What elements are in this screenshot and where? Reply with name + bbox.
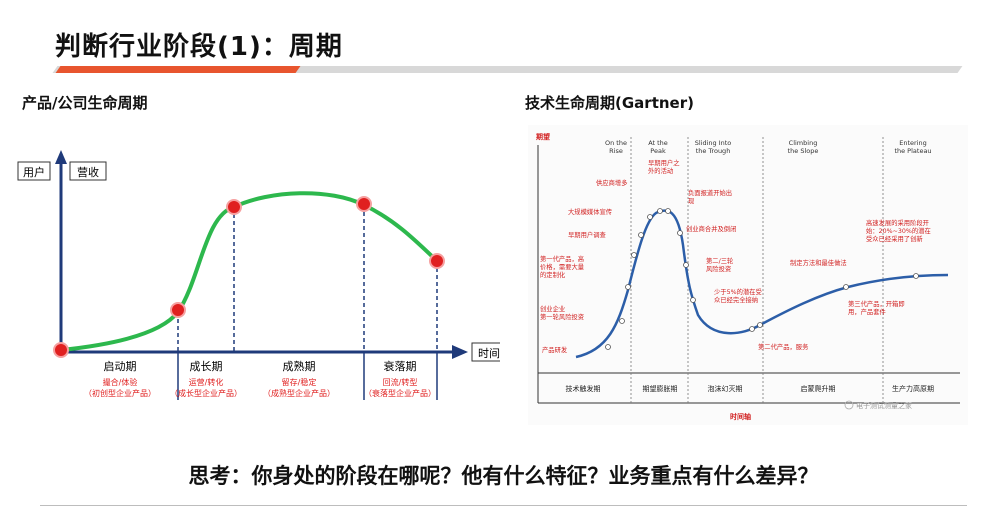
curve-point: [647, 214, 653, 220]
annotation: 高速发展的采用阶段开: [866, 218, 929, 227]
curve-point: [677, 230, 683, 236]
phase-bottom-label: 启蒙爬升期: [801, 384, 836, 393]
annotation: 受众已经采用了创新: [866, 234, 923, 243]
phase-bottom-label: 生产力高原期: [892, 384, 934, 393]
y-label-revenue: 营收: [77, 165, 99, 179]
curve-point: [605, 344, 611, 350]
curve-point: [638, 232, 644, 238]
point-growth: [170, 302, 186, 318]
annotation: 风险投资: [706, 264, 731, 273]
curve-point: [690, 297, 696, 303]
lifecycle-curve: [60, 191, 439, 352]
stage-desc: （成熟型企业产品）: [263, 388, 335, 398]
stage-name: 衰落期: [384, 359, 417, 373]
stage-desc: 撮合/体验: [103, 377, 138, 387]
annotation: 第二代产品，服务: [758, 342, 809, 351]
phase-top-label: Rise: [609, 147, 623, 155]
stage-name: 成熟期: [283, 359, 316, 373]
annotation: 创业商合并及倒闭: [686, 224, 736, 233]
stage-name: 启动期: [104, 360, 137, 373]
stage-desc: （成长型企业产品）: [170, 388, 242, 398]
stage-name: 成长期: [190, 360, 223, 373]
annotation: 第三代产品，开箱即: [848, 299, 905, 308]
stage-desc: 运营/转化: [189, 377, 224, 387]
phase-top-label: Peak: [650, 147, 666, 155]
annotation: 始：20%~30%的潜在: [866, 226, 931, 235]
y-label-expectation: 期望: [536, 132, 550, 141]
curve-point: [749, 326, 755, 332]
phase-top-label: the Trough: [696, 147, 731, 155]
phase-top-label: Climbing: [789, 139, 818, 147]
left-section-title: 产品/公司生命周期: [22, 94, 148, 112]
phase-top-label: Entering: [899, 139, 927, 147]
y-label-box-users: [17, 161, 51, 181]
phase-top-label: On the: [605, 139, 627, 147]
x-label-box: [471, 342, 500, 362]
phase-bottom-label: 泡沫幻灭期: [708, 384, 743, 393]
annotation: 外的活动: [648, 166, 673, 175]
annotation: 供应商增多: [596, 178, 627, 187]
curve-point: [757, 322, 763, 328]
right-section-title: 技术生命周期(Gartner): [525, 94, 694, 112]
annotation: 创业企业: [540, 304, 565, 313]
stage-desc: （初创型企业产品）: [84, 388, 156, 398]
curve-point: [657, 208, 663, 214]
stage-desc: 留存/稳定: [282, 377, 317, 387]
stage-desc: 回流/转型: [383, 377, 418, 387]
phase-top-label: Sliding Into: [695, 139, 732, 147]
phase-bottom-label: 期望膨胀期: [643, 384, 678, 393]
stage-desc: （衰落型企业产品）: [364, 388, 436, 398]
discussion-question: 思考：你身处的阶段在哪呢？他有什么特征？业务重点有什么差异？: [188, 464, 819, 488]
annotation: 少于5%的潜在受: [714, 287, 762, 296]
annotation: 大规模媒体宣传: [568, 207, 612, 216]
annotation: 用，产品套件: [848, 307, 886, 316]
annotation: 制定方法和最佳做法: [790, 258, 847, 267]
gartner-hype-cycle-diagram: 期望 时间轴 On the Rise At the Peak Sliding I…: [528, 125, 968, 425]
watermark: 电子测试测量之家: [856, 401, 912, 410]
curve-point: [631, 252, 637, 258]
curve-points: [53, 196, 445, 358]
product-lifecycle-diagram: 用户 营收 时间 启动期 成长期 成熟期 衰落期 撮合/体验 （初创型企业产品）…: [17, 150, 500, 400]
point-maturity: [226, 199, 242, 215]
curve-point: [619, 318, 625, 324]
title-accent-bar: [55, 66, 301, 73]
point-decline: [356, 196, 372, 212]
annotation: 现: [688, 197, 695, 205]
phase-bottom-label: 技术触发期: [566, 384, 601, 393]
curve-point: [913, 273, 919, 279]
annotation: 早期用户之: [648, 158, 680, 167]
annotation: 的定制化: [540, 270, 566, 279]
point-start: [53, 342, 69, 358]
bottom-divider: [40, 505, 967, 506]
annotation: 第一代产品，高: [540, 254, 584, 263]
curve-point: [665, 208, 671, 214]
y-label-users: 用户: [23, 165, 45, 179]
phase-top-label: the Plateau: [894, 147, 931, 155]
curve-point: [683, 262, 689, 268]
y-label-box-revenue: [69, 161, 107, 181]
point-end: [429, 253, 445, 269]
annotation: 产品研发: [542, 345, 568, 354]
x-axis-arrow: [452, 345, 468, 359]
page-title: 判断行业阶段(1)：周期: [55, 32, 343, 62]
phase-top-label: the Slope: [788, 147, 819, 155]
annotation: 众已经完全接纳: [714, 295, 758, 304]
watermark-icon: [844, 400, 854, 410]
phase-top-label: At the: [648, 139, 668, 147]
annotation: 价格，需要大量: [540, 262, 585, 271]
curve-point: [625, 284, 631, 290]
x-label-time-axis: 时间轴: [730, 412, 751, 421]
annotation: 负面报道开始出: [688, 188, 732, 197]
y-axis-arrow: [55, 150, 67, 164]
annotation: 早期用户调查: [568, 230, 606, 239]
annotation: 第一轮风险投资: [540, 312, 584, 321]
curve-point: [843, 284, 849, 290]
annotation: 第二/三轮: [706, 256, 734, 265]
x-label-time: 时间: [478, 347, 500, 360]
